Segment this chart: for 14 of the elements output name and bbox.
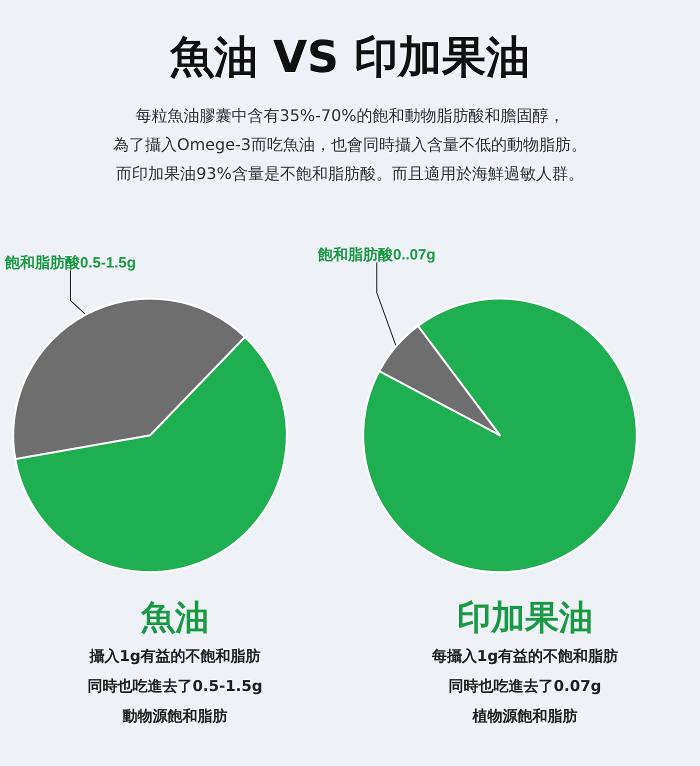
text: 攝入1g有益的不飽和脂肪 [88,646,262,667]
text: 每攝入1g有益的不飽和脂肪 [430,646,620,667]
text: 同時也吃進去了0.5-1.5g [86,676,264,697]
text: 而印加果油93%含量是不飽和脂肪酸。而且適用於海鮮過敏人群。 [115,163,585,185]
text: 動物源飽和脂肪 [122,706,228,727]
text: 印加果油 [456,597,594,640]
text: 魚油 [140,597,210,640]
slice-label: 飽和脂肪酸0..07g [317,246,436,264]
text: 為了攝入Omege-3而吃魚油，也會同時攝入含量不低的動物脂肪。 [112,134,588,156]
text: 每粒魚油膠囊中含有35%-70%的飽和動物脂肪酸和膽固醇， [134,105,566,127]
text: 植物源飽和脂肪 [471,706,578,727]
text: 魚油 VS 印加果油 [168,31,532,85]
text: 同時也吃進去了0.07g [448,676,602,697]
slice-label: 飽和脂肪酸0.5-1.5g [4,254,136,272]
